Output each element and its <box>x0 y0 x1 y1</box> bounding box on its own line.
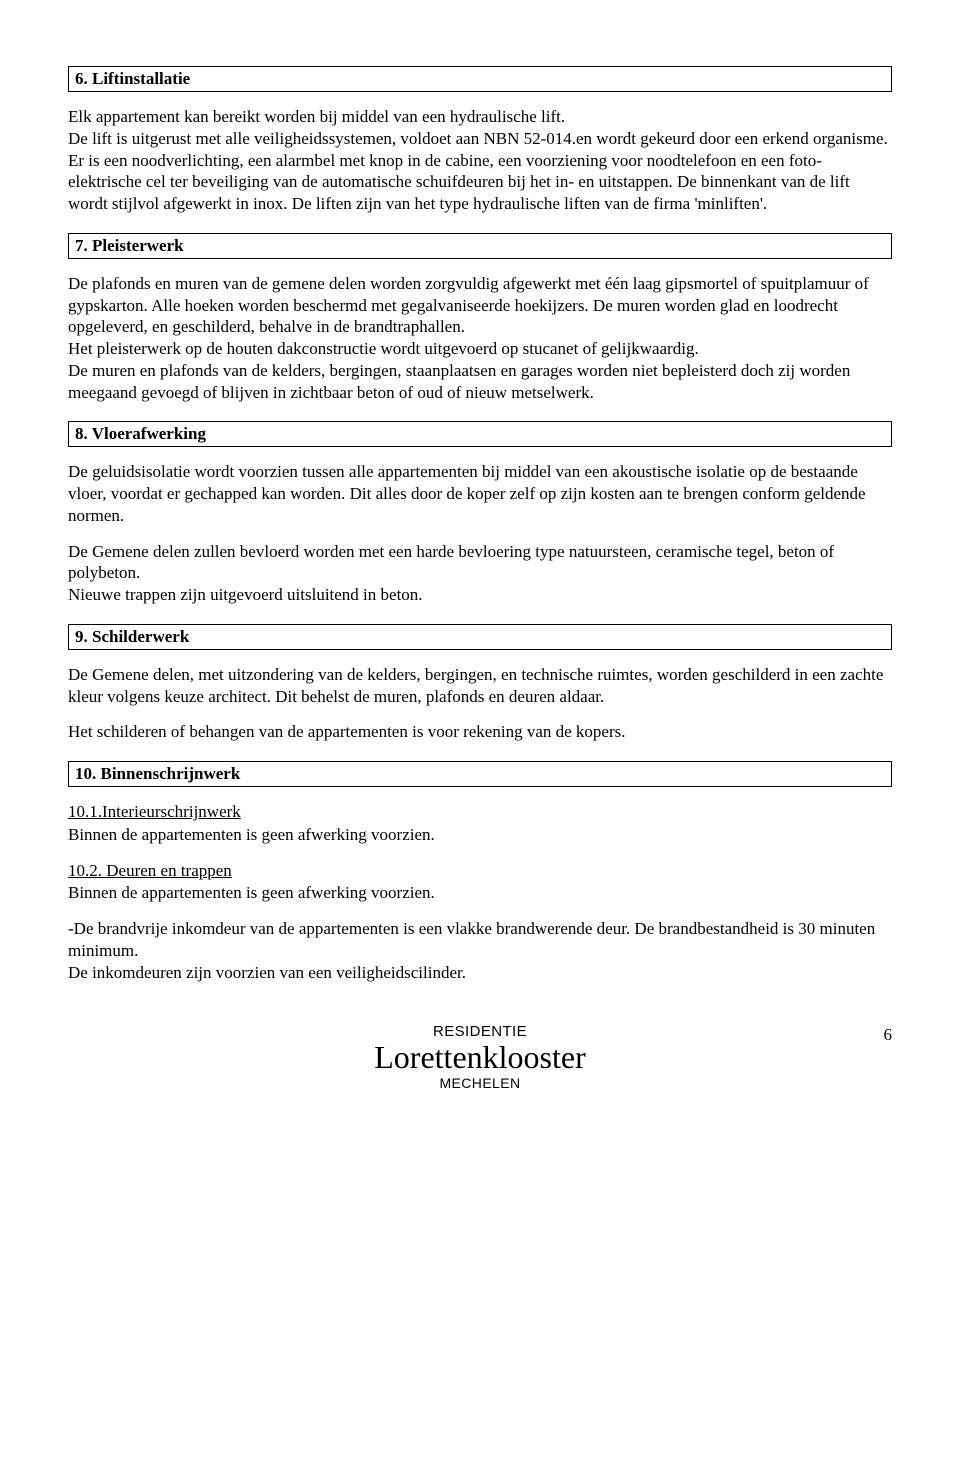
footer-residentie: RESIDENTIE <box>68 1023 892 1040</box>
text: -De brandvrije inkomdeur van de appartem… <box>68 919 875 960</box>
sub-heading: 10.2. Deuren en trappen <box>68 860 892 882</box>
paragraph: De Gemene delen, met uitzondering van de… <box>68 664 892 708</box>
section-heading-6: 6. Liftinstallatie <box>68 66 892 92</box>
paragraph: Elk appartement kan bereikt worden bij m… <box>68 106 892 215</box>
section-heading-8: 8. Vloerafwerking <box>68 421 892 447</box>
text: De Gemene delen zullen bevloerd worden m… <box>68 542 834 583</box>
section-heading-7: 7. Pleisterwerk <box>68 233 892 259</box>
paragraph: De plafonds en muren van de gemene delen… <box>68 273 892 404</box>
text: Het pleisterwerk op de houten dakconstru… <box>68 339 699 358</box>
text: Nieuwe trappen zijn uitgevoerd uitsluite… <box>68 585 423 604</box>
page-number: 6 <box>884 1025 893 1045</box>
subsection-10-1: 10.1.Interieurschrijnwerk Binnen de appa… <box>68 801 892 846</box>
text: De inkomdeuren zijn voorzien van een vei… <box>68 963 466 982</box>
text: Er is een noodverlichting, een alarmbel … <box>68 151 850 214</box>
sub-heading: 10.1.Interieurschrijnwerk <box>68 801 892 823</box>
text: Binnen de appartementen is geen afwerkin… <box>68 825 435 844</box>
text: De lift is uitgerust met alle veiligheid… <box>68 129 888 148</box>
footer-city: MECHELEN <box>68 1075 892 1091</box>
paragraph: Het schilderen of behangen van de appart… <box>68 721 892 743</box>
text: De plafonds en muren van de gemene delen… <box>68 274 869 337</box>
paragraph: De Gemene delen zullen bevloerd worden m… <box>68 541 892 606</box>
paragraph: De geluidsisolatie wordt voorzien tussen… <box>68 461 892 526</box>
section-heading-9: 9. Schilderwerk <box>68 624 892 650</box>
page-footer: 6 RESIDENTIE Lorettenklooster MECHELEN <box>68 1023 892 1091</box>
text: Binnen de appartementen is geen afwerkin… <box>68 883 435 902</box>
text: Elk appartement kan bereikt worden bij m… <box>68 107 565 126</box>
paragraph: -De brandvrije inkomdeur van de appartem… <box>68 918 892 983</box>
text: De muren en plafonds van de kelders, ber… <box>68 361 850 402</box>
section-heading-10: 10. Binnenschrijnwerk <box>68 761 892 787</box>
document-page: 6. Liftinstallatie Elk appartement kan b… <box>0 0 960 1121</box>
subsection-10-2: 10.2. Deuren en trappen Binnen de appart… <box>68 860 892 905</box>
footer-title: Lorettenklooster <box>68 1040 892 1075</box>
